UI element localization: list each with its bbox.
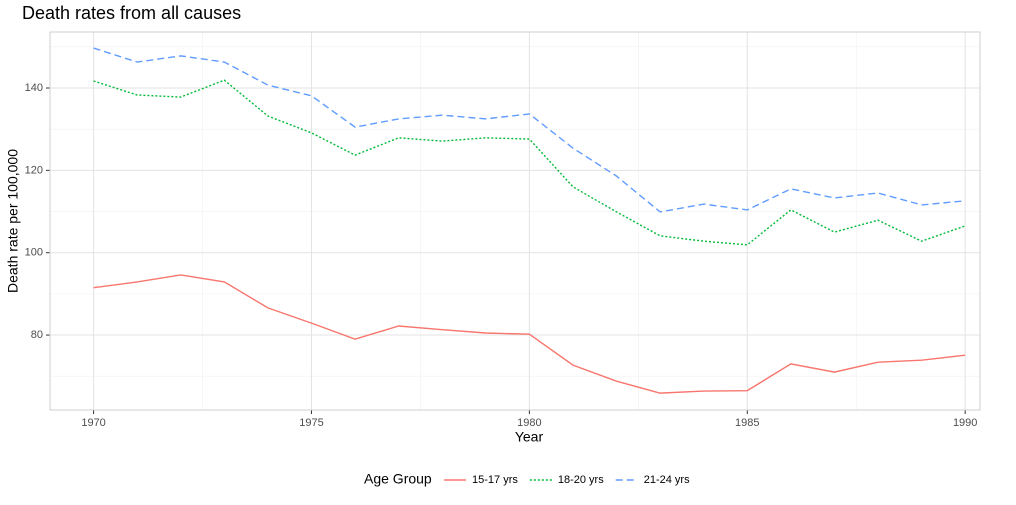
- legend-title: Age Group: [364, 471, 432, 487]
- panel-border: [49, 31, 981, 411]
- x-tick-label: 1985: [735, 417, 759, 429]
- x-tick-label: 1975: [299, 417, 323, 429]
- x-tick-label: 1970: [81, 417, 105, 429]
- y-axis-label: Death rate per 100,000: [5, 149, 21, 293]
- legend-label: 18-20 yrs: [558, 474, 604, 486]
- x-tick-label: 1990: [953, 417, 977, 429]
- x-tick-label: 1980: [517, 417, 541, 429]
- y-tick-label: 80: [31, 329, 43, 341]
- y-tick-label: 140: [25, 82, 43, 94]
- x-axis-label: Year: [515, 429, 544, 445]
- y-tick-label: 100: [25, 247, 43, 259]
- line: [93, 274, 966, 394]
- y-tick-label: 120: [25, 164, 43, 176]
- chart-title: Death rates from all causes: [22, 3, 241, 23]
- legend-label: 15-17 yrs: [472, 474, 518, 486]
- legend-label: 21-24 yrs: [644, 474, 690, 486]
- line: [93, 47, 966, 213]
